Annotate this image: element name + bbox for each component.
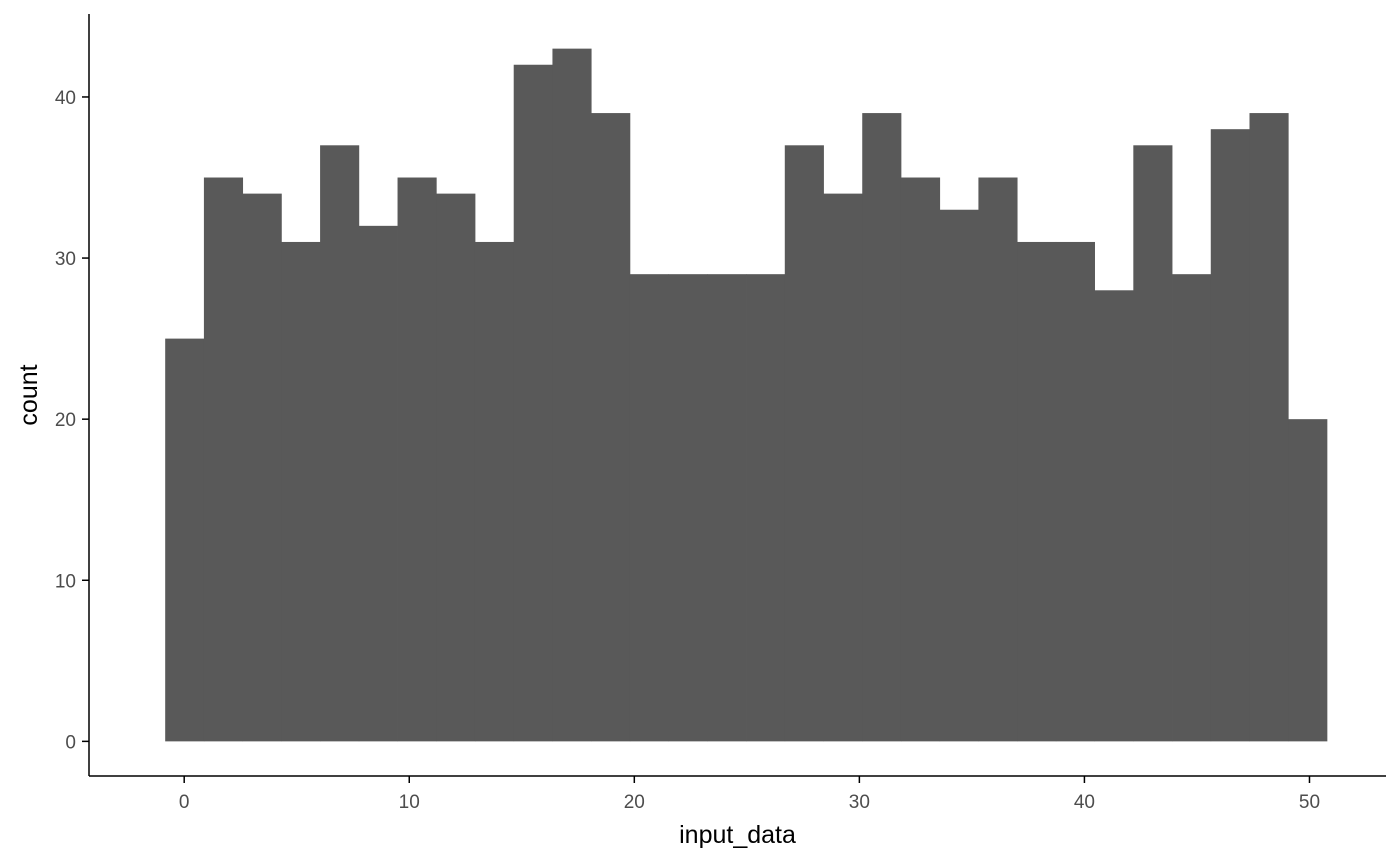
histogram-bar [784,145,824,742]
x-tick-label: 40 [1074,792,1095,813]
x-tick-label: 0 [179,792,190,813]
histogram-bar [978,177,1018,742]
histogram-bar [474,241,515,742]
histogram-bar [203,177,244,742]
histogram-bar [823,193,863,742]
histogram-bar [552,48,592,742]
y-axis-title: count [15,364,43,425]
histogram-bar [1055,241,1095,742]
histogram-bar [1017,241,1057,742]
histogram-bar [746,274,786,742]
x-tick-label: 10 [399,792,420,813]
histogram-bar [397,177,437,742]
histogram-bar [939,209,979,742]
histogram-bar [165,338,205,742]
histogram-bar [1288,419,1328,742]
y-tick-label: 30 [55,249,76,270]
x-axis-title: input_data [679,821,796,849]
y-tick-label: 20 [55,410,76,431]
y-tick-label: 10 [55,571,76,592]
histogram-bar [1210,129,1250,742]
histogram-bar [1249,113,1289,742]
x-tick-label: 20 [624,792,645,813]
x-ticks: 0 10 20 30 40 50 [179,776,1320,813]
histogram-bars [165,48,1328,742]
histogram-bar [242,193,282,742]
histogram-bar [900,177,941,742]
y-ticks: 0 10 20 30 40 [55,88,89,753]
histogram-bar [591,113,631,742]
y-tick-label: 0 [65,732,76,753]
x-tick-label: 30 [849,792,870,813]
y-tick-label: 40 [55,88,76,109]
histogram-bar [629,274,670,742]
histogram-bar [1172,274,1212,742]
histogram-bar [436,193,476,742]
histogram-bar [358,225,398,742]
histogram-bar [513,64,553,742]
histogram-bar [1094,290,1134,742]
histogram-bar [1133,145,1173,742]
y-axis: 0 10 20 30 40 [55,14,90,776]
x-axis: 0 10 20 30 40 50 [89,775,1386,813]
histogram-bar [707,274,747,742]
x-tick-label: 50 [1299,792,1320,813]
histogram-bar [668,274,708,742]
histogram-bar [320,145,360,742]
histogram-bar [281,241,321,742]
histogram-bar [862,113,902,742]
